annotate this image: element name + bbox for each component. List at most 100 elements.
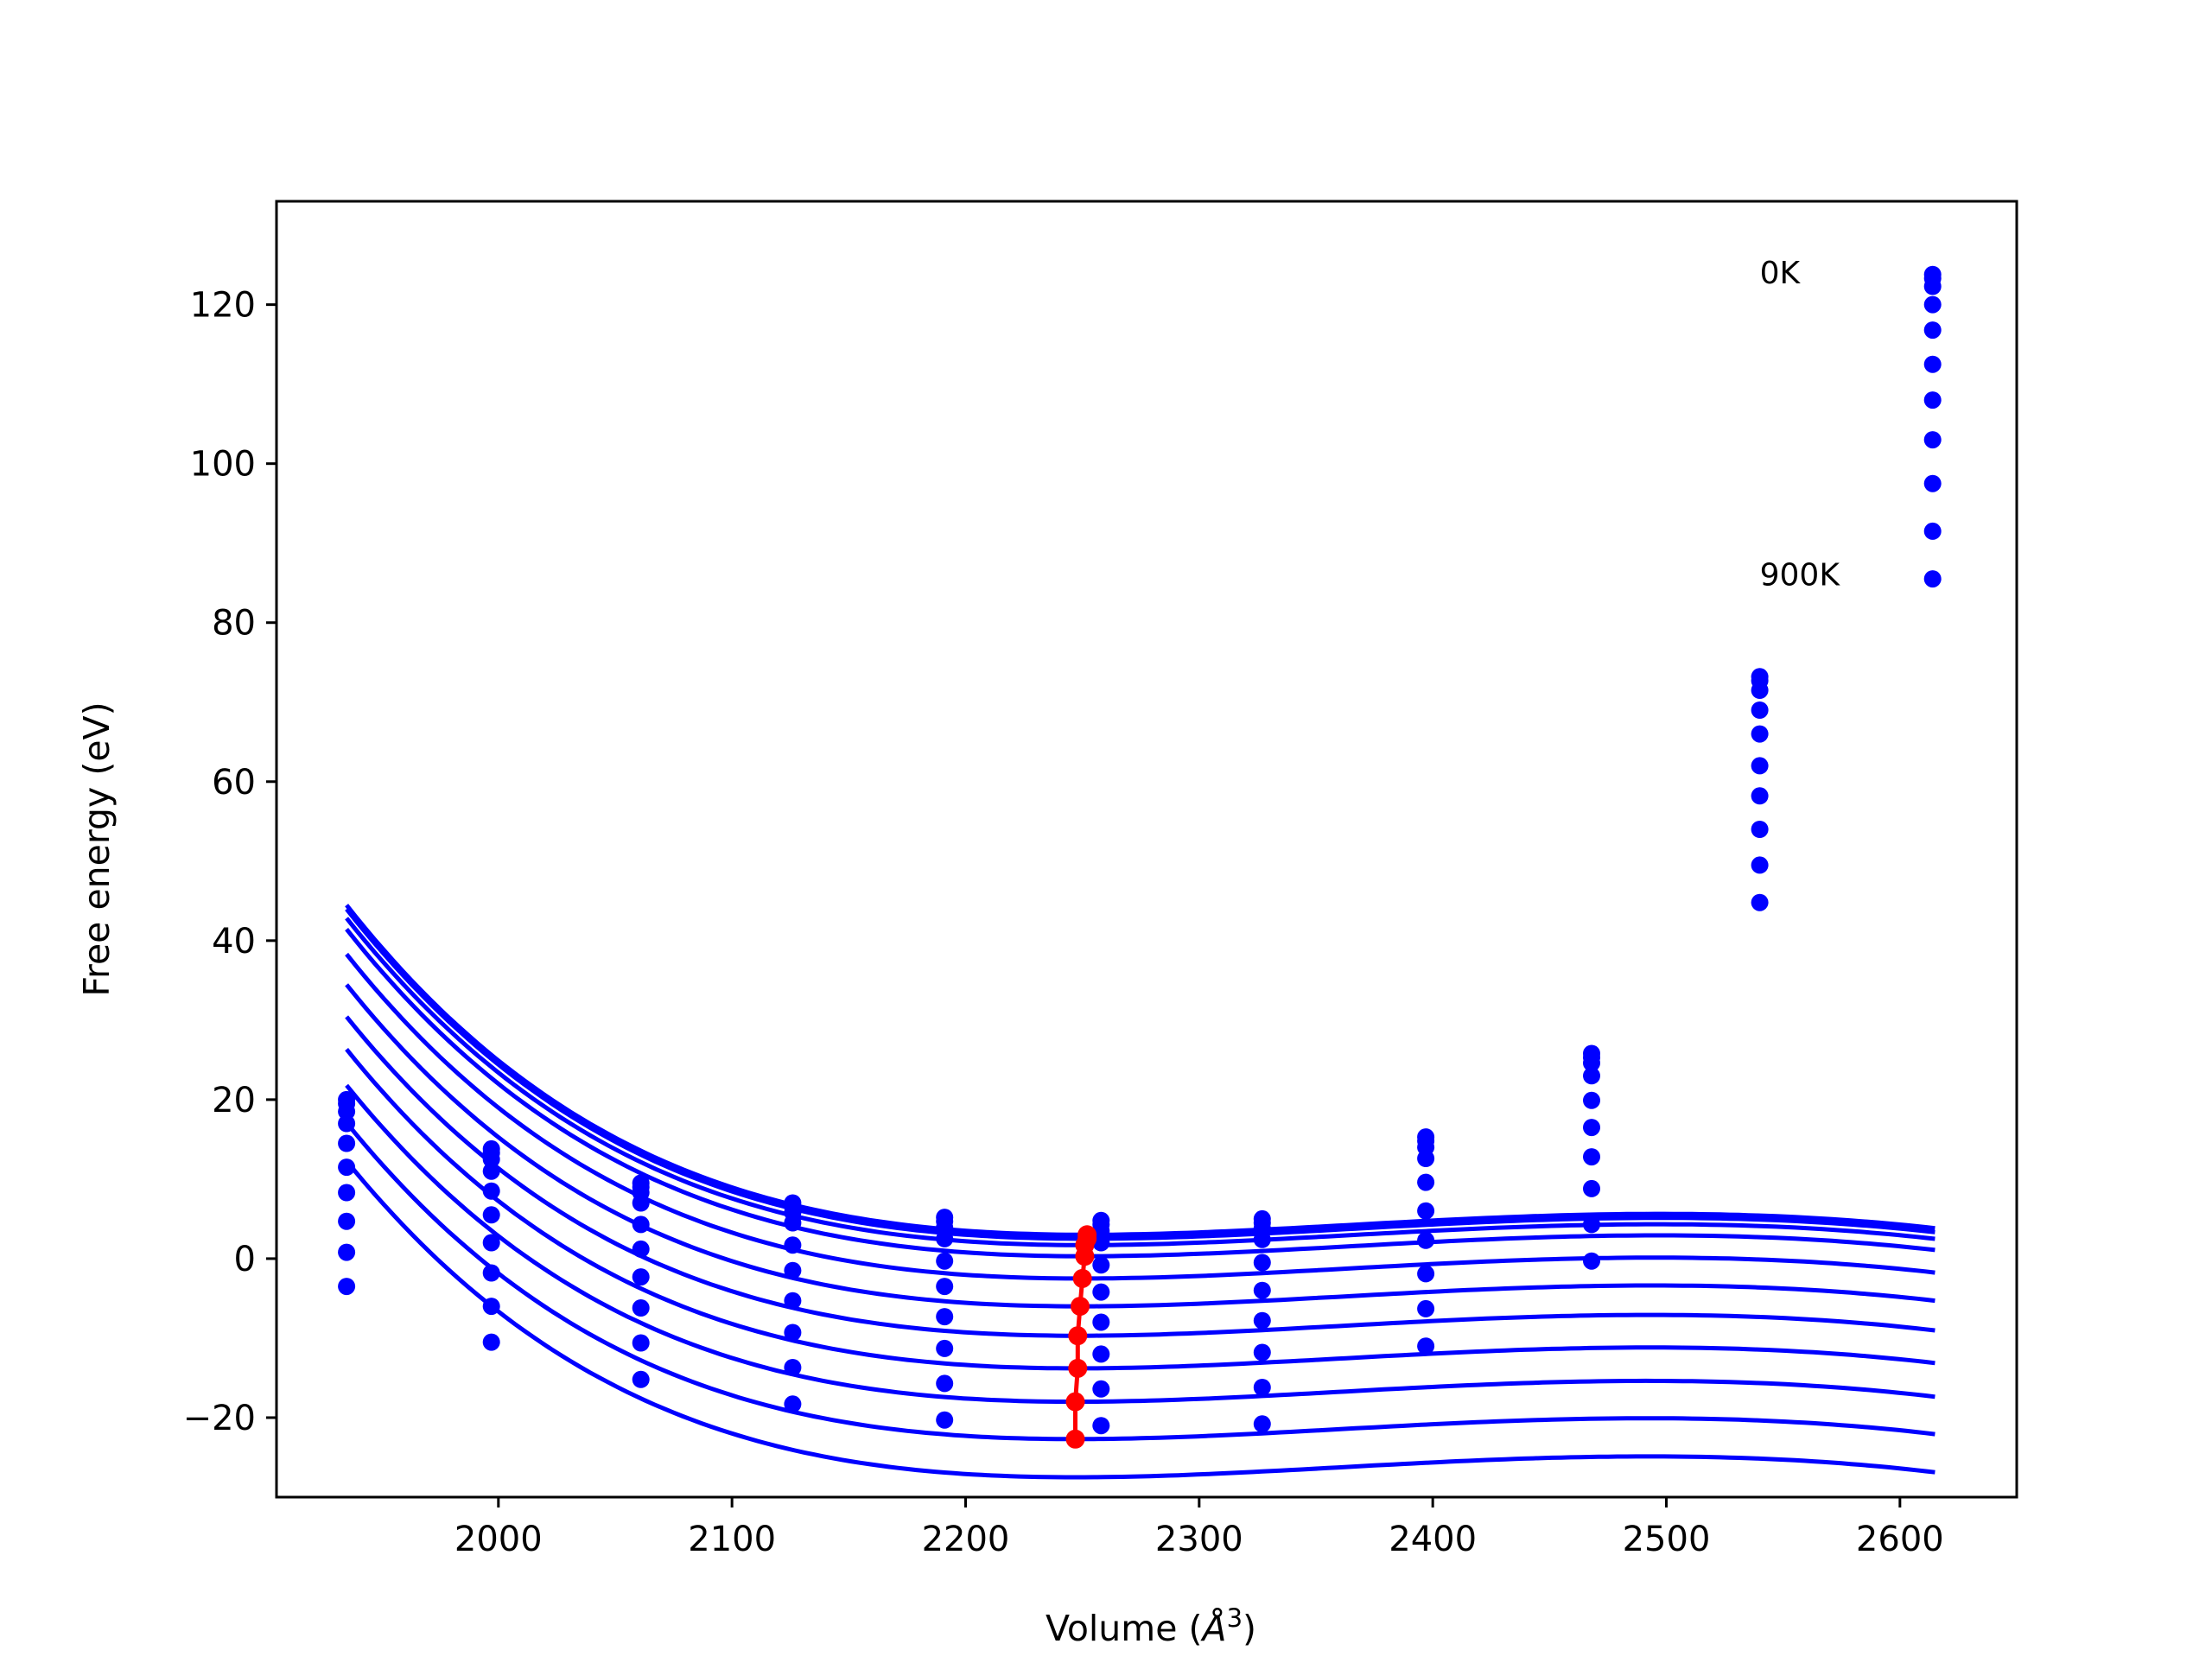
plot-frame (275, 200, 2018, 1499)
data-point (1923, 277, 1942, 295)
data-point (1923, 522, 1942, 540)
data-point (1751, 821, 1769, 838)
data-point (482, 1150, 500, 1168)
annotation-label: 900K (1760, 558, 1841, 593)
y-tick-label: −20 (183, 1399, 256, 1438)
data-point (1583, 1148, 1600, 1166)
data-point (936, 1339, 954, 1357)
x-tick-label: 2200 (922, 1520, 1010, 1559)
data-point (1923, 391, 1942, 409)
x-tick-label: 2600 (1856, 1520, 1944, 1559)
data-point (784, 1359, 802, 1376)
data-point (1092, 1380, 1110, 1398)
data-point (1751, 682, 1769, 699)
data-point (1417, 1231, 1435, 1249)
fit-curve-500K (345, 983, 1936, 1309)
data-point (784, 1214, 802, 1232)
data-point (1751, 787, 1769, 805)
minima-markers (1065, 1225, 1097, 1449)
data-point (482, 1333, 500, 1351)
data-point (1253, 1379, 1271, 1396)
data-point (632, 1216, 650, 1234)
y-tick-label: 60 (212, 763, 256, 803)
fit-curve-0K (345, 904, 1936, 1237)
data-point (1583, 1216, 1600, 1234)
minimum-point (1071, 1297, 1090, 1317)
data-point (1417, 1173, 1435, 1191)
data-point (338, 1134, 356, 1152)
data-point (1751, 757, 1769, 775)
data-point (338, 1278, 356, 1296)
data-point (936, 1374, 954, 1393)
minimum-point (1068, 1326, 1088, 1346)
y-tick-label: 20 (212, 1081, 256, 1120)
data-point (1583, 1252, 1600, 1270)
data-point (1253, 1311, 1271, 1330)
data-point (1583, 1054, 1600, 1072)
fit-curve-300K (345, 928, 1936, 1259)
data-point (1092, 1417, 1110, 1435)
data-point (1923, 570, 1942, 588)
data-point (338, 1158, 356, 1177)
data-point (1751, 701, 1769, 719)
fit-curves (345, 904, 1936, 1480)
minimum-point (1065, 1429, 1085, 1449)
x-tick-label: 2100 (688, 1520, 776, 1559)
data-point (1253, 1254, 1271, 1272)
data-point (784, 1261, 802, 1279)
data-point (632, 1370, 650, 1388)
data-point (1923, 431, 1942, 449)
data-point (1253, 1230, 1271, 1248)
data-point (1751, 893, 1769, 911)
minimum-point (1068, 1358, 1088, 1378)
data-point (1092, 1313, 1110, 1331)
data-point (1751, 725, 1769, 743)
y-axis-ticks: −20 0 20 40 60 80 100 120 (183, 286, 276, 1438)
data-point (338, 1243, 356, 1261)
minimum-point (1075, 1247, 1095, 1266)
fit-curve-600K (345, 1015, 1936, 1338)
data-point (1253, 1415, 1271, 1433)
y-tick-label: 80 (212, 604, 256, 644)
data-point (1417, 1337, 1435, 1355)
x-axis-label: Volume (Å3) (1046, 1603, 1256, 1649)
data-point (784, 1236, 802, 1254)
data-point (1092, 1222, 1110, 1240)
data-point (482, 1234, 500, 1252)
data-point (1923, 474, 1942, 492)
data-point (1923, 321, 1942, 340)
data-point (632, 1334, 650, 1352)
data-point (936, 1252, 954, 1270)
data-point (784, 1395, 802, 1413)
fit-curve-700K (345, 1048, 1936, 1371)
data-point (1751, 856, 1769, 874)
x-tick-label: 2500 (1623, 1520, 1711, 1559)
y-tick-label: 40 (212, 922, 256, 962)
data-point (1092, 1283, 1110, 1301)
data-point (1417, 1202, 1435, 1220)
data-point (784, 1323, 802, 1342)
minimum-point (1065, 1392, 1085, 1412)
data-point (1417, 1265, 1435, 1283)
data-point (1583, 1119, 1600, 1137)
data-point (482, 1264, 500, 1282)
annotation-label: 0K (1760, 256, 1802, 291)
data-point (1253, 1281, 1271, 1299)
data-point (1092, 1345, 1110, 1363)
y-tick-label: 100 (190, 445, 256, 485)
data-point (1583, 1179, 1600, 1197)
data-point (1417, 1150, 1435, 1167)
fit-curve-400K (345, 952, 1936, 1281)
y-tick-label: 120 (190, 286, 256, 326)
data-point (1923, 295, 1942, 314)
data-point (482, 1206, 500, 1224)
data-point (482, 1298, 500, 1316)
data-point (632, 1194, 650, 1212)
data-point (1253, 1343, 1271, 1362)
x-tick-label: 2300 (1155, 1520, 1243, 1559)
data-point (1583, 1091, 1600, 1109)
x-tick-label: 2000 (454, 1520, 543, 1559)
